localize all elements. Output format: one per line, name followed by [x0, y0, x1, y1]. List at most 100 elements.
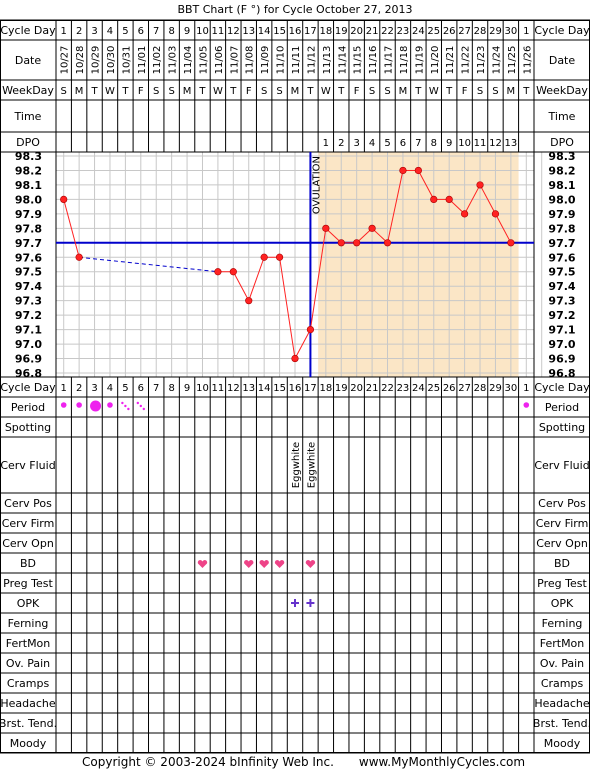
temp-label-left: 97.3 [15, 295, 42, 308]
temp-series-line [309, 228, 327, 330]
cycle-day-cell: 15 [273, 26, 286, 37]
temp-series-line [232, 271, 250, 301]
cycle-day-bottom-cell: 25 [427, 383, 440, 394]
weekday-cell: S [384, 86, 390, 97]
dpo-cell: 9 [446, 138, 452, 149]
cycle-day-bottom-cell: 3 [91, 383, 97, 394]
period-marker-heavy [90, 400, 102, 412]
row-label-ov-pain-right: Ov. Pain [540, 657, 584, 670]
temp-label-right: 98.0 [548, 193, 575, 206]
temp-label-right: 97.1 [548, 324, 575, 337]
temp-label-right: 96.8 [548, 367, 575, 380]
cycle-day-cell: 11 [212, 26, 225, 37]
row-label-bd: BD [20, 557, 36, 570]
cerv-fluid-entry: Eggwhite [306, 442, 317, 488]
weekday-cell: W [213, 86, 223, 97]
date-cell: 10/30 [106, 46, 117, 75]
row-label-right-time: Time [548, 110, 576, 123]
temp-label-right: 97.9 [548, 208, 575, 221]
cycle-day-cell: 26 [443, 26, 456, 37]
opk-plus-icon [306, 599, 315, 607]
weekday-cell: M [399, 86, 408, 97]
row-label-dpo: DPO [16, 136, 40, 149]
row-label-period: Period [11, 401, 45, 414]
chart-title: BBT Chart (F °) for Cycle October 27, 20… [177, 3, 412, 16]
site-link[interactable]: www.MyMonthlyCycles.com [359, 755, 525, 769]
dpo-cell: 5 [384, 138, 390, 149]
dpo-cell: 13 [505, 138, 518, 149]
date-cell: 11/22 [461, 46, 472, 75]
dpo-cell: 6 [400, 138, 406, 149]
dpo-cell: 2 [338, 138, 344, 149]
temp-label-right: 97.4 [548, 280, 575, 293]
cycle-day-cell: 6 [138, 26, 144, 37]
cycle-day-bottom-cell: 19 [335, 383, 348, 394]
weekday-cell: F [138, 86, 144, 97]
cycle-day-bottom-cell: 21 [366, 383, 379, 394]
date-cell: 11/11 [291, 46, 302, 75]
dpo-cell: 1 [323, 138, 329, 149]
date-cell: 11/09 [260, 46, 271, 75]
date-cell: 11/02 [152, 46, 163, 75]
date-cell: 11/17 [384, 46, 395, 75]
cycle-day-bottom-cell: 23 [397, 383, 410, 394]
opk-plus-icon [291, 599, 299, 607]
bd-heart-icon [197, 560, 208, 568]
temp-point [322, 224, 330, 232]
cycle-day-bottom-cell: 8 [168, 383, 174, 394]
text-layer: Cycle Day Cycle Day Date Date WeekDay WeekDay… [0, 24, 590, 750]
temp-label-left: 97.9 [15, 208, 42, 221]
row-label-right-cycle-day: Cycle Day [534, 24, 590, 37]
temp-series-line [248, 257, 265, 301]
temp-label-left: 97.6 [15, 251, 42, 264]
cycle-day-cell: 27 [458, 26, 471, 37]
weekday-cell: W [321, 86, 331, 97]
bd-heart-icon [274, 560, 285, 568]
cycle-day-bottom-cell: 5 [122, 383, 128, 394]
temp-point [75, 253, 83, 261]
temp-series-line [495, 213, 512, 244]
date-cell: 10/29 [91, 46, 102, 75]
weekday-cell: S [261, 86, 267, 97]
date-cell: 11/19 [414, 46, 425, 75]
temp-point [414, 166, 422, 175]
weekday-cell: S [276, 86, 282, 97]
date-cell: 11/23 [476, 46, 487, 75]
row-label-cerv-fluid: Cerv Fluid [0, 459, 55, 472]
date-cell: 11/10 [276, 46, 287, 75]
cycle-day-cell: 7 [153, 26, 159, 37]
row-label-brst-tend-right: Brst. Tend. [533, 717, 590, 730]
temp-label-right: 98.1 [548, 179, 575, 192]
weekday-cell: S [369, 86, 375, 97]
weekday-cell: S [61, 86, 67, 97]
row-label-preg-test: Preg Test [3, 577, 53, 590]
temp-point [491, 210, 500, 218]
period-marker-spotting [127, 407, 130, 411]
weekday-cell: F [462, 86, 468, 97]
row-label-cycle-day-bottom: Cycle Day [0, 381, 56, 394]
period-marker-spotting [142, 407, 146, 411]
weekday-cell: M [507, 86, 516, 97]
cycle-day-cell: 25 [427, 26, 440, 37]
cycle-day-cell: 20 [350, 26, 363, 37]
row-label-ferning-right: Ferning [542, 617, 583, 630]
date-cell: 11/14 [337, 46, 348, 75]
temp-point [399, 166, 407, 175]
dpo-cell: 4 [369, 138, 375, 149]
temp-label-right: 97.6 [548, 251, 575, 264]
row-label-cerv-pos-right: Cerv Pos [538, 497, 586, 510]
weekday-cell: T [306, 86, 314, 97]
cycle-day-cell: 23 [397, 26, 410, 37]
temp-label-right: 98.3 [548, 150, 575, 163]
temp-series-line [417, 170, 435, 200]
cycle-day-bottom-cell: 22 [381, 383, 394, 394]
temp-point [306, 326, 315, 334]
date-cell: 10/27 [60, 46, 71, 75]
cycle-day-cell: 19 [335, 26, 348, 37]
cycle-day-cell: 4 [107, 26, 113, 37]
weekday-cell: M [291, 86, 300, 97]
temp-label-right: 97.8 [548, 222, 575, 235]
row-label-right-cycle-day-bottom: Cycle Day [534, 381, 590, 394]
temp-label-left: 97.0 [15, 338, 42, 351]
date-cell: 11/25 [507, 46, 518, 75]
